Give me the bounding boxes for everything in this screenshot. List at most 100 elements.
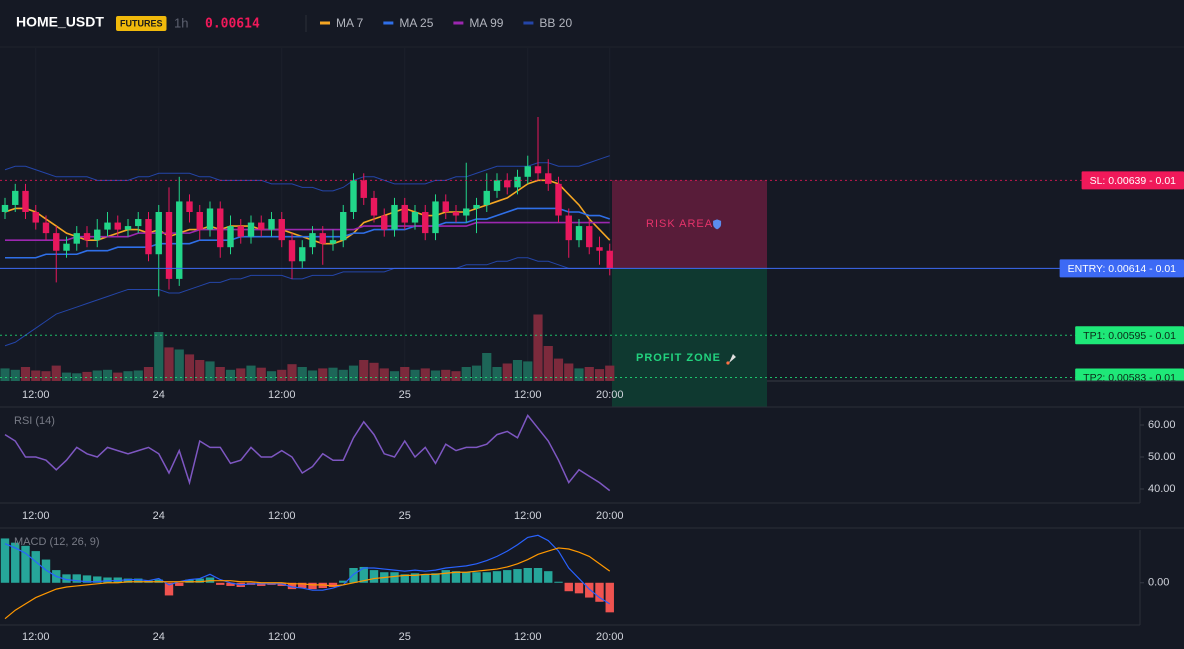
x-tick-label: 12:00 <box>514 510 542 522</box>
macd-histogram-bar <box>359 566 368 583</box>
x-tick-label: 12:00 <box>22 389 50 401</box>
candle-body <box>606 250 613 269</box>
volume-bar <box>154 332 164 381</box>
volume-bar <box>225 369 236 381</box>
ma-line <box>5 221 610 241</box>
y-tick-label: 40.00 <box>1148 483 1176 495</box>
candle-body <box>555 183 562 216</box>
pane-title: RSI (14) <box>14 415 55 427</box>
volume-bar <box>512 360 523 381</box>
volume-bar <box>195 360 205 381</box>
candle-body <box>381 215 388 230</box>
volume-bar <box>338 369 348 381</box>
candle-body <box>473 204 480 209</box>
volume-bar <box>441 369 451 381</box>
candle-body <box>370 197 378 216</box>
candle-body <box>247 222 255 237</box>
candle-body <box>545 173 552 184</box>
y-tick-label: 60.00 <box>1148 419 1176 431</box>
volume-bar <box>605 365 615 381</box>
macd-histogram-bar <box>41 559 51 583</box>
macd-histogram-bar <box>410 573 420 583</box>
macd-histogram-bar <box>21 545 30 583</box>
candle-body <box>350 180 357 212</box>
macd-histogram-bar <box>431 573 440 583</box>
macd-histogram-bar <box>134 578 143 583</box>
volume-bar <box>61 372 72 381</box>
macd-histogram-bar <box>441 570 450 583</box>
macd-histogram-bar <box>513 569 522 583</box>
volume-bar <box>20 367 31 381</box>
macd-histogram-bar <box>421 574 430 583</box>
volume-bar <box>461 367 471 381</box>
level-label: SL: 0.00639 - 0.01 <box>1090 175 1177 187</box>
level-label: ENTRY: 0.00614 - 0.01 <box>1068 263 1177 275</box>
macd-histogram-bar <box>195 578 204 583</box>
volume-bar <box>133 370 143 381</box>
volume-bar <box>584 367 594 381</box>
candle-body <box>1 204 9 212</box>
candle-body <box>217 208 224 248</box>
volume-bar <box>51 365 61 381</box>
candle-body <box>32 212 39 223</box>
candle-body <box>155 212 162 255</box>
macd-histogram-bar <box>0 538 10 583</box>
macd-histogram-bar <box>31 551 40 583</box>
x-tick-label: 20:00 <box>596 631 624 643</box>
macd-histogram-bar <box>175 582 184 586</box>
macd-histogram-bar <box>287 582 297 590</box>
legend-label: MA 7 <box>336 16 364 30</box>
macd-histogram-bar <box>451 571 461 583</box>
candle-body <box>83 233 91 241</box>
macd-histogram-bar <box>339 580 348 583</box>
macd-histogram-bar <box>585 582 594 598</box>
zone-labels: RISK AREA PROFIT ZONE <box>636 218 736 365</box>
candle-body <box>278 219 285 241</box>
volume-bar <box>543 346 553 381</box>
candle-body <box>237 226 244 237</box>
y-tick-label: 50.00 <box>1148 451 1176 463</box>
axes: 12:00 24 12:00 25 12:00 20:00 RSI (14) 40.00 50.… <box>14 389 1176 643</box>
macd-histogram-bar <box>369 570 379 583</box>
x-tick-label: 12:00 <box>22 510 50 522</box>
rsi-pane <box>4 413 611 492</box>
macd-histogram-bar <box>482 572 491 583</box>
level-label-box <box>1075 368 1184 381</box>
macd-histogram-bar <box>523 568 532 583</box>
x-tick-label: 12:00 <box>514 389 542 401</box>
volume-bar <box>31 370 41 381</box>
volume-bar <box>82 371 92 381</box>
volume-bar <box>113 372 123 381</box>
volume-bar <box>328 367 338 381</box>
candle-body <box>575 226 583 241</box>
x-tick-label: 24 <box>153 631 165 643</box>
badge: FUTURES <box>120 18 163 28</box>
last-price: 0.00614 <box>205 17 260 32</box>
candle-body <box>73 233 80 244</box>
volume-bar <box>492 367 502 381</box>
candle-body <box>299 247 306 262</box>
macd-histogram-bar <box>492 571 502 583</box>
macd-histogram-bar <box>93 576 102 583</box>
candle-body <box>483 190 490 205</box>
candle-body <box>258 222 265 230</box>
candle-body <box>565 215 572 241</box>
volume-bar <box>379 368 389 381</box>
candle-body <box>534 166 542 174</box>
candle-body <box>514 176 521 188</box>
candle-body <box>401 204 408 223</box>
volume-bar <box>123 371 133 381</box>
legend-label: BB 20 <box>539 16 572 30</box>
macd-histogram-bar <box>328 582 338 587</box>
volume-bar <box>215 367 225 381</box>
candle-body <box>596 247 603 251</box>
macd-histogram-bar <box>123 578 133 583</box>
rocket-icon <box>728 354 736 363</box>
macd-histogram-bar <box>400 574 409 583</box>
candle-body <box>22 190 29 212</box>
profit-zone <box>612 268 767 407</box>
candle-body <box>227 226 234 248</box>
ma-line <box>5 207 611 259</box>
candle-body <box>329 240 337 244</box>
volume-bar <box>92 370 102 381</box>
